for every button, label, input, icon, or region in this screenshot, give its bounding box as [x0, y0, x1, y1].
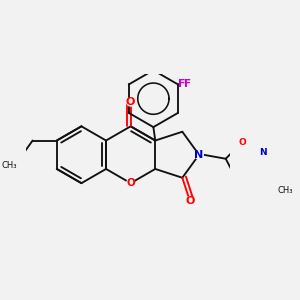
Text: O: O: [238, 138, 246, 147]
Text: N: N: [194, 150, 204, 160]
Text: O: O: [185, 196, 194, 206]
Text: CH₃: CH₃: [277, 186, 293, 195]
Text: N: N: [259, 148, 267, 157]
Text: F: F: [178, 80, 185, 89]
Circle shape: [127, 179, 135, 187]
Text: O: O: [126, 178, 135, 188]
Circle shape: [127, 98, 135, 106]
Text: F: F: [184, 80, 191, 89]
Circle shape: [239, 139, 245, 145]
Text: O: O: [126, 97, 135, 107]
Text: CH₃: CH₃: [2, 161, 17, 170]
Circle shape: [260, 149, 266, 155]
Circle shape: [195, 151, 203, 159]
Circle shape: [186, 197, 194, 205]
